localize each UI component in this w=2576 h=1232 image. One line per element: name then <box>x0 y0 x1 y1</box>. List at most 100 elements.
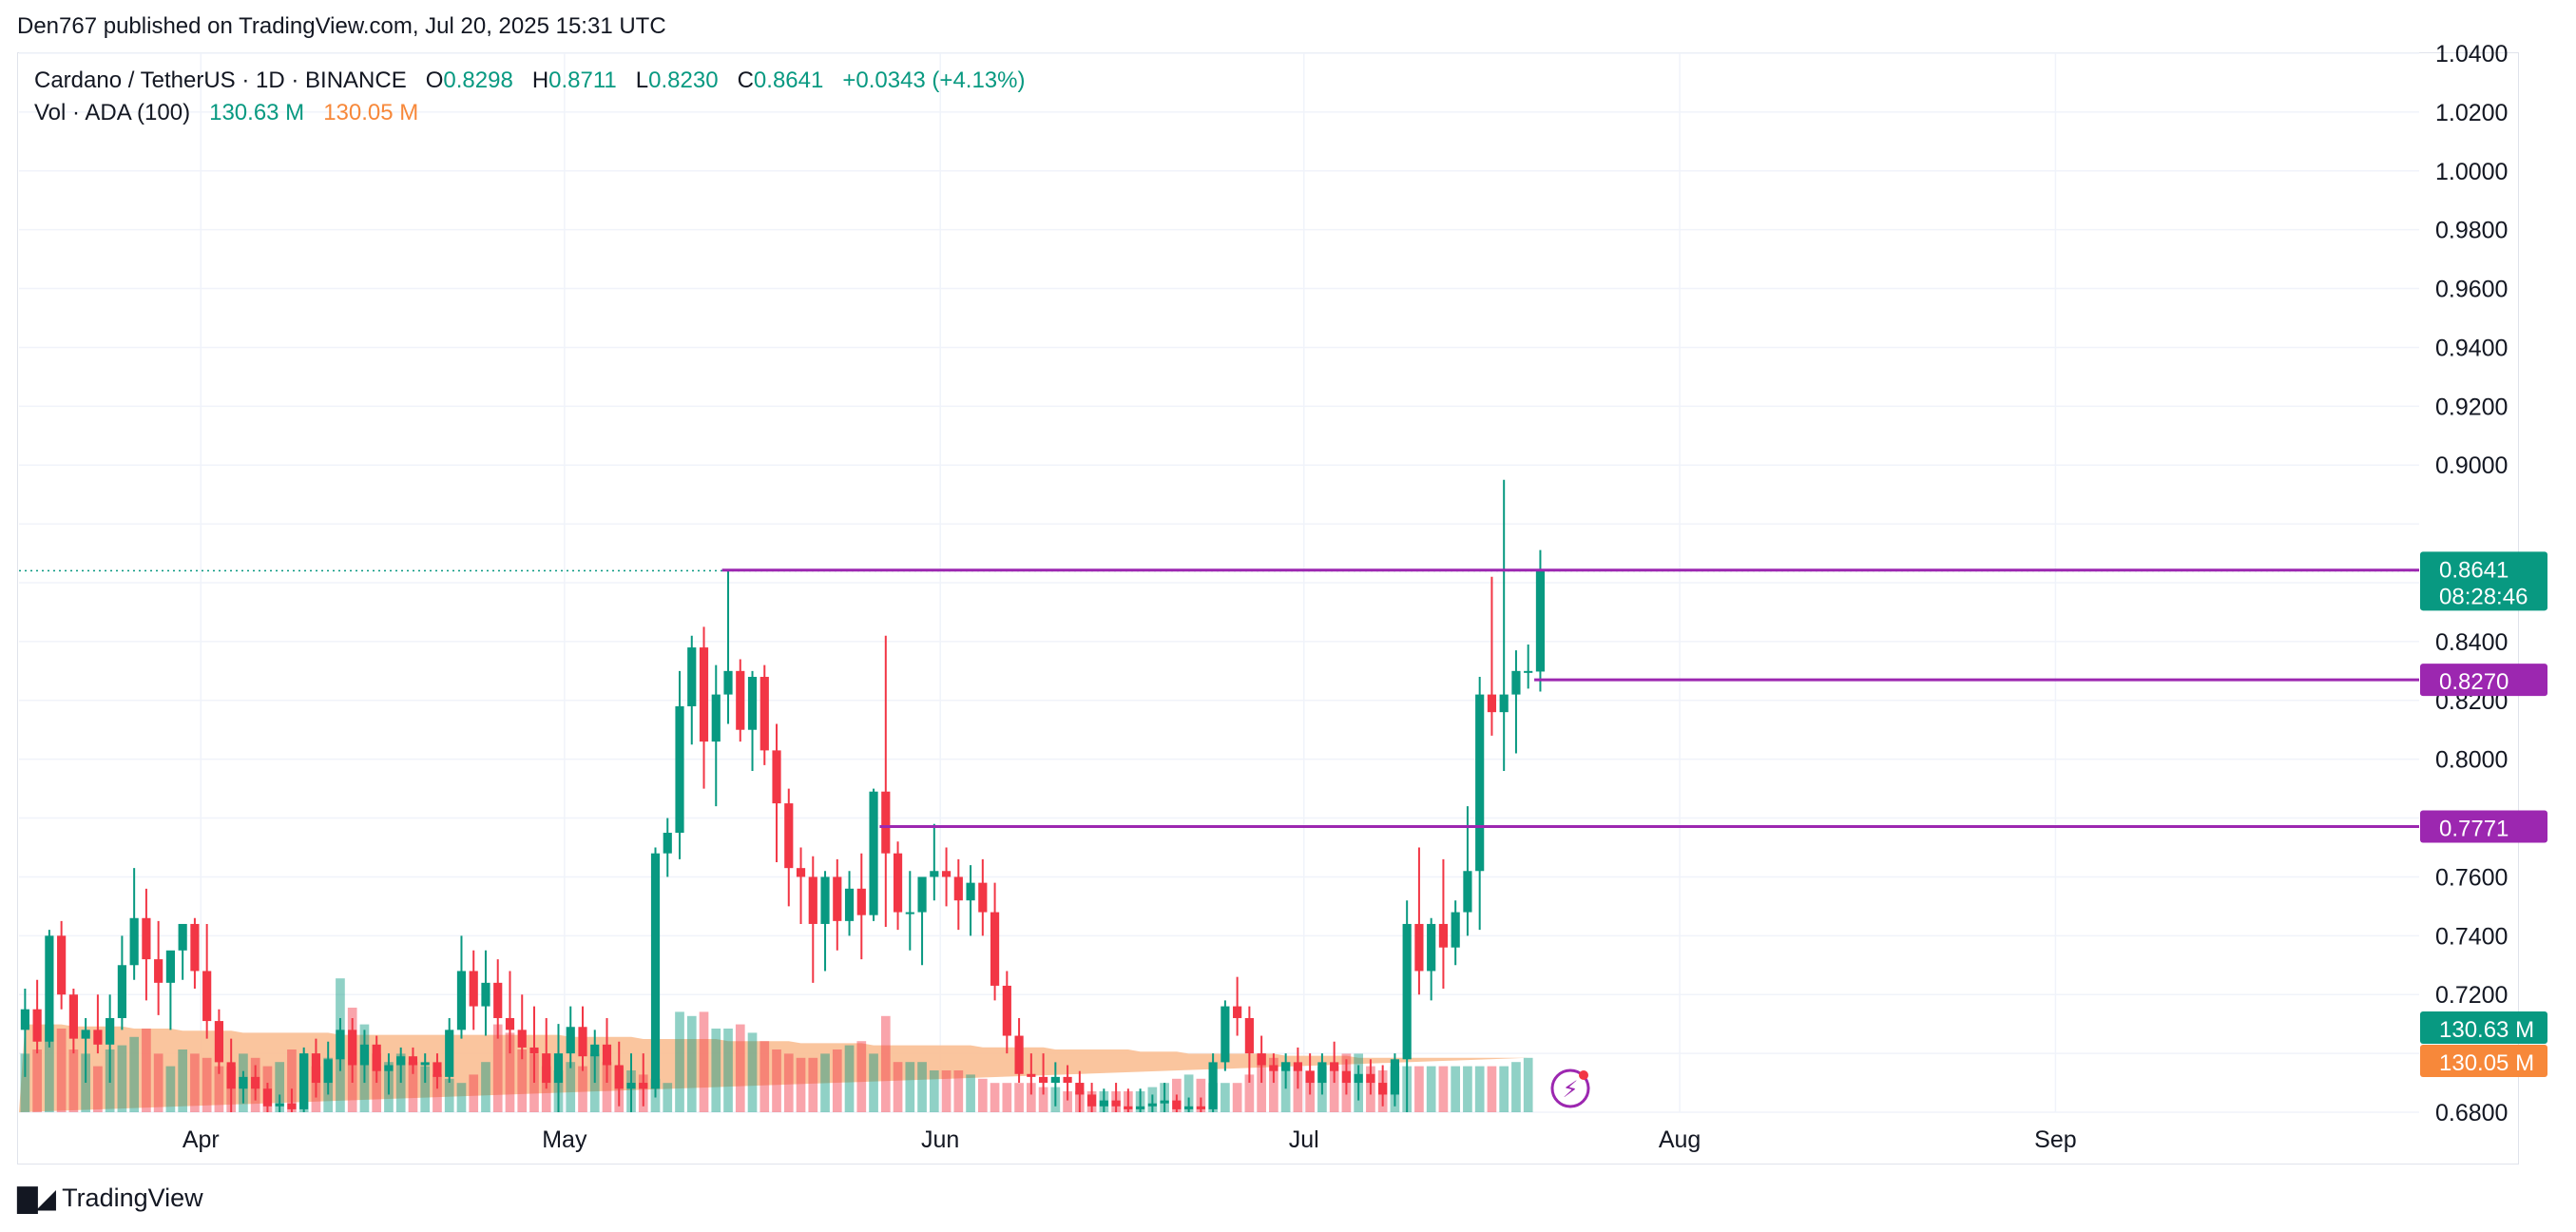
candle-body <box>1075 1083 1085 1095</box>
candle-body <box>287 1103 297 1109</box>
volume-bar <box>796 1057 806 1112</box>
candle-body <box>1014 1035 1024 1074</box>
volume-bar <box>820 1053 830 1112</box>
volume-bar <box>1269 1057 1278 1112</box>
candle-body <box>1427 923 1436 972</box>
flash-icon[interactable]: ⚡ <box>1550 1068 1590 1108</box>
candle-body <box>893 853 903 913</box>
candle-body <box>1511 670 1521 695</box>
volume-bar <box>202 1057 212 1112</box>
candle-body <box>1390 1059 1400 1095</box>
candle-body <box>1463 871 1472 913</box>
price-tick-label: 0.9800 <box>2435 218 2508 244</box>
candle-body <box>226 1062 236 1089</box>
candle-body <box>966 882 975 901</box>
volume-bar <box>566 1062 576 1112</box>
volume-ma-area <box>19 1024 1528 1112</box>
time-tick-label: Jul <box>1289 1126 1319 1153</box>
volume-bar <box>686 1015 697 1112</box>
candle-body <box>142 917 151 960</box>
candle-body <box>517 1030 527 1048</box>
volume-bar <box>1038 1087 1048 1112</box>
volume-bar <box>578 1066 587 1112</box>
volume-bar <box>602 1062 612 1112</box>
candle-body <box>336 1030 345 1060</box>
candle-body <box>1475 694 1485 872</box>
volume-bar <box>1257 1053 1266 1112</box>
candle-body <box>602 1044 612 1066</box>
volume-bar <box>1426 1066 1436 1112</box>
level-price-badge <box>2420 810 2547 843</box>
candle-body <box>1136 1106 1145 1109</box>
price-tick-label: 0.9200 <box>2435 394 2508 420</box>
candle-body <box>311 1053 321 1084</box>
candle-body <box>1233 1006 1242 1018</box>
candle-body <box>990 912 1000 986</box>
candle-body <box>772 750 781 804</box>
volume-bar <box>1244 1074 1255 1112</box>
candle-body <box>820 876 830 924</box>
volume-bar <box>589 1053 600 1112</box>
candle-body <box>856 888 866 915</box>
candle-body <box>1317 1062 1327 1084</box>
candle-body <box>566 1027 575 1054</box>
volume-bar <box>214 1066 224 1112</box>
candle-body <box>930 871 939 877</box>
candle-body <box>553 1053 564 1084</box>
candle-body <box>699 647 709 742</box>
candle-body <box>445 1030 454 1077</box>
volume-bar <box>492 1024 503 1112</box>
candle-body <box>396 1056 406 1066</box>
volume-bar <box>990 1083 1000 1112</box>
candle-body <box>1221 1006 1230 1063</box>
candle-body <box>154 959 163 983</box>
candle-body <box>1269 1065 1278 1071</box>
last-price-badge <box>2420 551 2547 611</box>
candle-body <box>68 994 78 1039</box>
candle-body <box>1341 1070 1351 1084</box>
volume-bar <box>832 1049 842 1112</box>
volume-bar <box>893 1062 903 1112</box>
volume-bar <box>469 1074 479 1112</box>
volume-bar <box>20 1053 30 1112</box>
volume-bar <box>808 1057 818 1112</box>
candle-body <box>1244 1017 1254 1054</box>
candle-body <box>1305 1070 1315 1084</box>
volume-bar <box>372 1053 382 1112</box>
volume-bar <box>929 1070 939 1112</box>
flash-icon-ring <box>1550 1068 1590 1108</box>
candle-body <box>420 1062 430 1066</box>
candle-body <box>456 971 467 1030</box>
volume-bar <box>1499 1066 1509 1112</box>
candle-body <box>1451 912 1460 948</box>
candle-body <box>117 965 126 1018</box>
candle-body <box>165 950 175 983</box>
volume-bar <box>93 1066 103 1112</box>
price-tick-label: 0.6800 <box>2435 1100 2508 1126</box>
candle-body <box>323 1059 333 1084</box>
volume-bar <box>977 1078 988 1112</box>
candle-body <box>844 888 855 921</box>
volume-bar <box>541 1066 551 1112</box>
price-tick-label: 0.8000 <box>2435 747 2508 774</box>
candle-body <box>1147 1103 1157 1107</box>
candle-body <box>796 868 806 877</box>
tradingview-brand[interactable]: ▇◢ TradingView <box>17 1183 203 1214</box>
candle-body <box>905 912 914 914</box>
publisher-line: Den767 published on TradingView.com, Jul… <box>17 13 666 39</box>
candle-body <box>1438 923 1449 948</box>
legend-volume-ma: 130.05 M <box>323 100 419 125</box>
candle-body <box>1524 670 1533 673</box>
legend-volume-label[interactable]: Vol · ADA (100) <box>34 100 191 125</box>
tradingview-logo-icon: ▇◢ <box>17 1184 56 1213</box>
legend-symbol[interactable]: Cardano / TetherUS · 1D · BINANCE <box>34 67 407 93</box>
candle-body <box>251 1076 260 1089</box>
volume-bar <box>456 1083 467 1112</box>
volume-bar <box>1329 1066 1339 1112</box>
volume-bar <box>1183 1074 1194 1112</box>
candle-body <box>1172 1100 1182 1109</box>
volume-bar <box>517 1049 528 1112</box>
price-tick-label: 0.9400 <box>2435 335 2508 361</box>
volume-bar <box>117 1045 127 1112</box>
